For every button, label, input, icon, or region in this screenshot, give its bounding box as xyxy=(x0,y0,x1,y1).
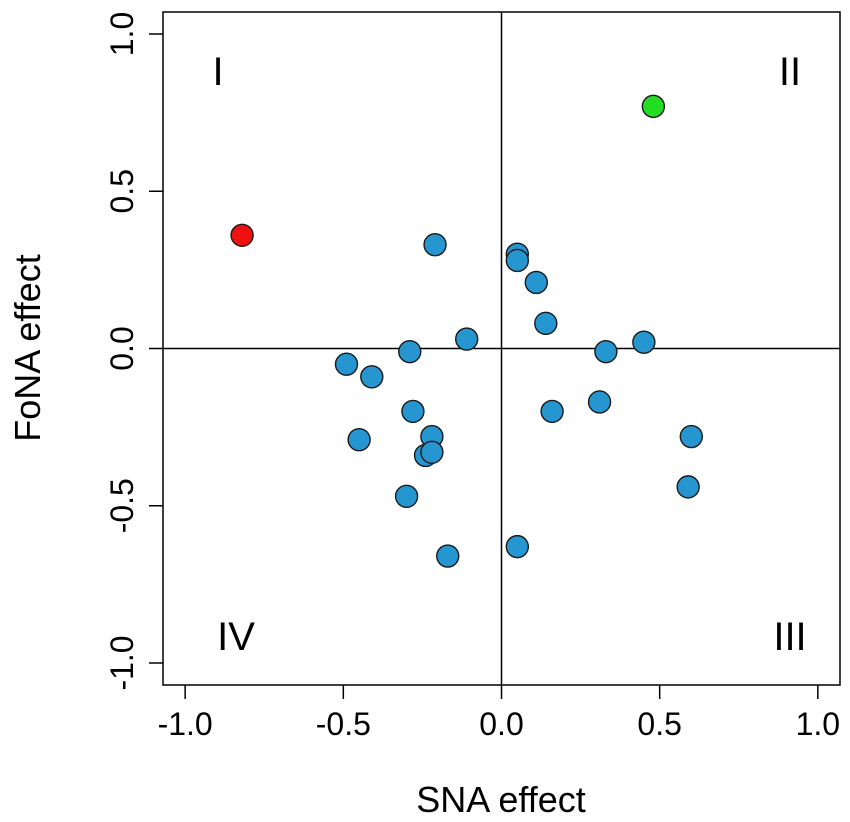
data-point-others xyxy=(401,399,425,424)
y-axis: -1.0 -0.5 0.0 0.5 1.0 xyxy=(104,12,163,691)
data-point-others xyxy=(540,399,564,424)
data-point-others xyxy=(455,327,479,351)
data-point-others xyxy=(679,424,704,449)
y-tick-label: 1.0 xyxy=(104,12,140,56)
quadrant-label-iii: III xyxy=(773,615,806,659)
y-tick-label: 0.0 xyxy=(104,326,140,370)
data-point-others xyxy=(594,339,618,364)
y-tick-label: -0.5 xyxy=(104,478,140,533)
y-tick-label: -1.0 xyxy=(104,635,140,690)
data-point-highlight-green xyxy=(641,94,666,119)
y-axis-title: FoNA effect xyxy=(7,254,48,441)
y-tick-label: 0.5 xyxy=(104,169,140,213)
x-tick-label: 0.0 xyxy=(479,706,523,742)
quadrant-label-ii: II xyxy=(779,50,801,94)
x-tick-label: -1.0 xyxy=(158,706,213,742)
data-point-others xyxy=(524,270,548,295)
x-axis: -1.0 -0.5 0.0 0.5 1.0 xyxy=(158,685,840,742)
data-point-others xyxy=(505,534,530,559)
data-point-others xyxy=(587,390,612,414)
x-tick-label: -0.5 xyxy=(316,706,371,742)
data-point-others xyxy=(632,330,656,354)
data-point-others xyxy=(505,248,530,273)
x-tick-label: 1.0 xyxy=(796,706,840,742)
quadrant-label-iv: IV xyxy=(217,615,255,659)
data-point-highlight-red xyxy=(230,223,254,247)
data-point-others xyxy=(676,475,700,499)
data-point-others xyxy=(398,339,422,364)
data-point-others xyxy=(360,365,384,389)
data-point-others xyxy=(334,352,359,376)
x-axis-title: SNA effect xyxy=(416,779,585,820)
data-point-others xyxy=(394,484,419,509)
data-point-others xyxy=(423,233,447,257)
quadrant-label-i: I xyxy=(212,50,223,94)
data-point-others xyxy=(534,311,558,336)
x-tick-label: 0.5 xyxy=(637,706,681,742)
data-point-others xyxy=(420,440,444,464)
data-point-others xyxy=(347,428,371,452)
data-points xyxy=(230,94,704,568)
data-point-others xyxy=(436,544,460,568)
